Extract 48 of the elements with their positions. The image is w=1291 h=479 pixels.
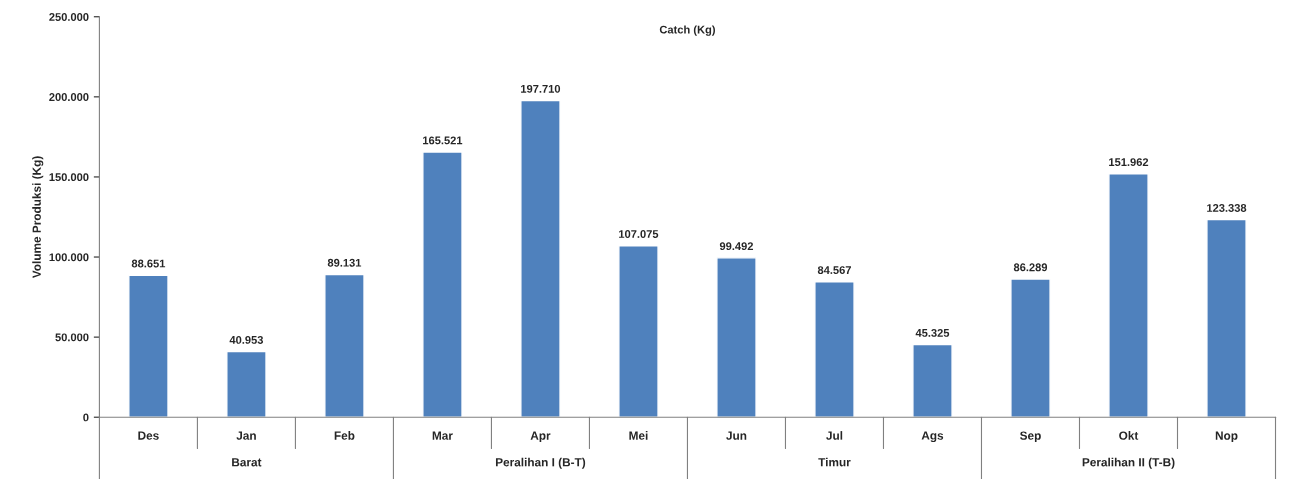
data-label: 165.521 (423, 136, 463, 145)
data-label: 107.075 (619, 230, 659, 238)
text: Peralihan II (T-B) (1082, 457, 1175, 469)
text: Catch (Kg) (659, 25, 715, 36)
bar (1206, 218, 1247, 418)
x-tick-label: Feb (334, 431, 355, 440)
text: Barat (232, 458, 262, 467)
data-label: 86.289 (1013, 263, 1048, 272)
x-tick-label: Jan (236, 431, 256, 440)
x-tick-label: Okt (1119, 431, 1139, 440)
bar (716, 257, 757, 418)
x-tick-label: Nop (1215, 431, 1238, 443)
data-label: 151.962 (1109, 158, 1149, 167)
y-tick-label: 150.000 (49, 173, 89, 182)
bar (1108, 173, 1149, 418)
y-axis-title: Volume Produksi (Kg) (32, 156, 44, 279)
bar (912, 343, 953, 418)
data-label: 99.492 (719, 242, 754, 251)
bar (1010, 278, 1051, 418)
data-label: 45.325 (915, 328, 950, 337)
x-tick-label: Mei (629, 431, 648, 440)
y-tick-label: 50.000 (55, 333, 89, 342)
y-tick-label: 0 (83, 413, 89, 422)
x-tick-label: Sep (1020, 431, 1041, 443)
data-label: 89.131 (327, 258, 362, 267)
data-label: 88.651 (131, 259, 166, 268)
x-tick-label: Apr (530, 431, 551, 443)
bar (128, 274, 169, 418)
data-label: 40.953 (229, 335, 264, 344)
bar (324, 273, 365, 418)
bar (226, 350, 267, 418)
text: Peralihan I (B-T) (495, 457, 586, 469)
data-label: 197.710 (521, 84, 561, 93)
x-tick-label: Des (138, 431, 159, 440)
data-label: 123.338 (1207, 204, 1247, 212)
y-tick-label: 200.000 (49, 93, 89, 101)
x-tick-label: Jul (826, 431, 843, 440)
text: Timur (818, 457, 851, 467)
x-tick-label: Ags (921, 431, 944, 443)
bar (618, 245, 659, 418)
x-tick-label: Jun (726, 431, 747, 440)
bar (422, 151, 463, 418)
bar (814, 281, 855, 418)
data-label: 84.567 (817, 266, 851, 274)
y-tick-label: 250.000 (49, 13, 89, 21)
bar (520, 99, 561, 418)
y-tick-label: 100.000 (49, 253, 89, 262)
x-tick-label: Mar (432, 431, 453, 440)
